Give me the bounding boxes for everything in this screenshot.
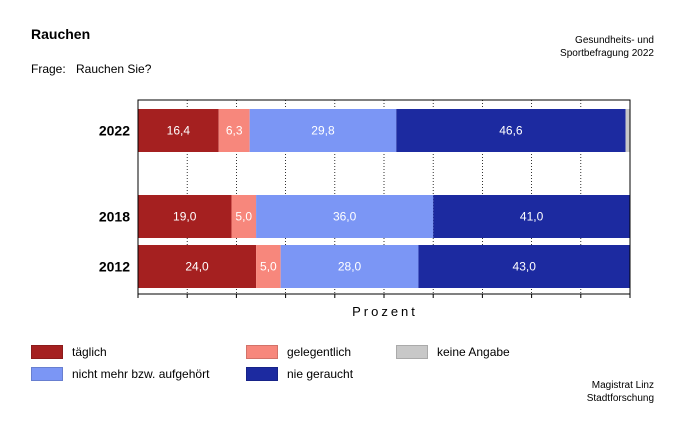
bar-segment — [138, 245, 257, 288]
legend-label: keine Angabe — [437, 344, 510, 359]
legend-swatch — [31, 366, 63, 381]
bar-segment — [418, 245, 630, 288]
bar-segment — [249, 109, 397, 152]
question-text: Rauchen Sie? — [76, 62, 152, 76]
bar-segment — [625, 109, 630, 152]
question-label: Frage: — [31, 62, 66, 76]
bar-segment — [138, 195, 232, 238]
bar-value-label: 29,8 — [311, 124, 335, 138]
legend-swatch — [396, 344, 428, 359]
bar-value-label: 16,4 — [167, 124, 191, 138]
plot-frame-outline — [137, 99, 631, 295]
x-axis-label: Prozent — [352, 304, 418, 319]
chart-title: Rauchen — [31, 26, 91, 42]
question: Frage: Rauchen Sie? — [31, 62, 151, 76]
legend-label: nie geraucht — [287, 366, 354, 381]
legend-swatch — [246, 366, 278, 381]
bar-segment — [280, 245, 419, 288]
legend-label: täglich — [72, 344, 107, 359]
legend-label: gelegentlich — [287, 344, 352, 359]
source-note: Gesundheits- und Sportbefragung 2022 — [560, 35, 654, 59]
bar-segment — [218, 109, 250, 152]
legend-label: nicht mehr bzw. aufgehört — [72, 366, 210, 381]
bar-segment — [256, 195, 434, 238]
bar-value-label: 41,0 — [520, 210, 544, 224]
category-label: 2012 — [99, 259, 130, 275]
bar-value-label: 5,0 — [235, 210, 252, 224]
bar-value-label: 19,0 — [173, 210, 197, 224]
category-label: 2022 — [99, 123, 130, 139]
bar-value-label: 24,0 — [185, 260, 209, 274]
bar-segment — [138, 109, 219, 152]
bar-value-label: 36,0 — [333, 210, 357, 224]
bar-value-label: 46,6 — [499, 124, 523, 138]
category-label: 2018 — [99, 209, 130, 225]
legend-item: keine Angabe — [396, 344, 510, 359]
legend-swatch — [31, 344, 63, 359]
legend-item: nicht mehr bzw. aufgehört — [31, 366, 209, 381]
bar-value-label: 43,0 — [513, 260, 537, 274]
bar-segment — [256, 245, 281, 288]
bar-value-label: 6,3 — [226, 124, 243, 138]
credit-note: Magistrat Linz Stadtforschung — [586, 380, 654, 404]
stacked-bar-chart: 16,4 6,3 29,8 46,6 2022 19,0 5,0 36,0 41,0 2018 24… — [99, 99, 631, 319]
bar-value-label: 28,0 — [338, 260, 362, 274]
legend-item: täglich — [31, 344, 107, 359]
bar-segment — [396, 109, 626, 152]
bar-value-label: 5,0 — [260, 260, 277, 274]
legend-item: nie geraucht — [246, 366, 353, 381]
legend-swatch — [246, 344, 278, 359]
legend-item: gelegentlich — [246, 344, 351, 359]
bar-segment — [433, 195, 630, 238]
bar-segment — [231, 195, 257, 238]
